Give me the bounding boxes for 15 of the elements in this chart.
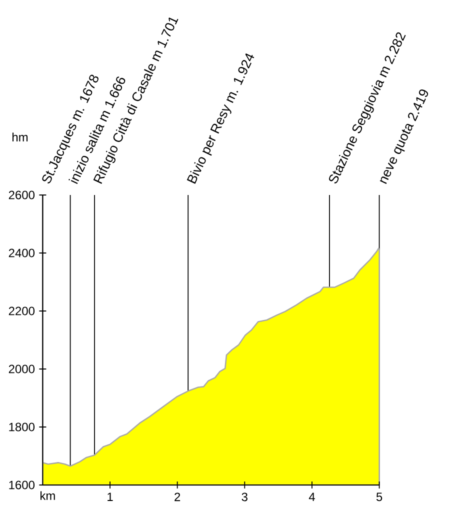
ref-line-label: Bivio per Resy m. 1.924 [186,53,254,184]
x-tick-label: 5 [376,492,382,502]
y-tick-label: 2200 [8,306,35,316]
x-tick-label: 1 [108,492,113,501]
y-tick-label: 1600 [9,480,35,490]
ref-line-label: neve quota 2.419 [380,89,428,184]
y-tick-label: 2600 [8,190,35,200]
x-tick-label: 2 [174,492,180,502]
y-axis-title: hm [12,132,28,142]
y-tick-label: 2000 [8,364,35,374]
y-tick-label: 2400 [8,248,35,258]
x-axis-title: km [40,491,55,500]
y-tick-label: 1800 [9,422,35,432]
x-tick-label: 3 [242,492,248,502]
x-tick-label: 4 [308,492,315,501]
